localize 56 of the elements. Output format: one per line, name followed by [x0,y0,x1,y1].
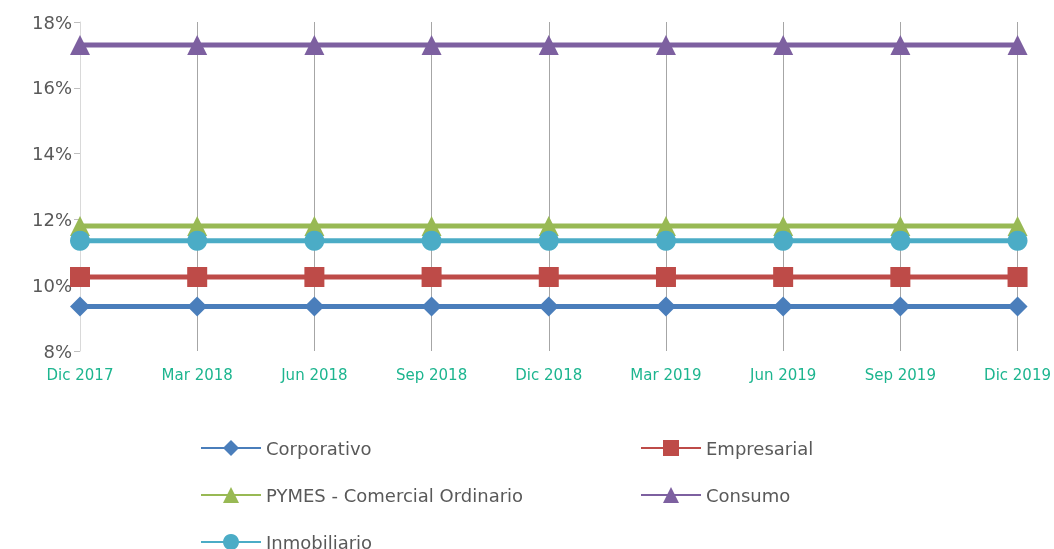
point [304,230,325,251]
point [1007,35,1028,56]
legend-label: PYMES - Comercial Ordinario [266,484,524,506]
point [538,230,559,251]
point [421,35,442,56]
legend-label: Consumo [706,484,791,506]
point [1007,296,1028,317]
point [304,296,325,317]
y-tick-label: 12% [31,208,72,230]
point [187,266,208,287]
x-tick-label: Jun 2018 [280,365,348,384]
point [1007,230,1028,251]
y-tick-label: 8% [43,340,72,362]
x-tick-label: Dic 2019 [984,365,1052,384]
point [70,296,90,317]
point [70,266,90,287]
x-tick-label: Dic 2018 [515,365,583,384]
point [304,35,325,56]
point [773,296,794,317]
x-tick-label: Mar 2018 [161,365,233,384]
point [655,296,676,317]
point [773,35,794,56]
point [890,296,911,317]
point [773,266,794,287]
x-tick-label: Mar 2019 [630,365,702,384]
point [187,230,208,251]
x-tick-label: Sep 2018 [395,365,468,384]
point [655,35,676,56]
legend-label: Inmobiliario [266,531,373,549]
point [421,266,442,287]
point [70,35,90,56]
y-tick-label: 18% [31,11,72,33]
point [538,266,559,287]
point [655,266,676,287]
point [773,230,794,251]
x-tick-label: Dic 2017 [46,365,114,384]
point [655,230,676,251]
point [890,35,911,56]
point [890,230,911,251]
point [187,35,208,56]
x-tick-label: Jun 2019 [748,365,817,384]
y-tick-label: 16% [31,77,72,99]
point [421,296,442,317]
point [70,230,90,251]
point [538,296,559,317]
point [304,266,325,287]
point [1007,266,1028,287]
point [421,230,442,251]
x-tick-label: Sep 2019 [864,365,936,384]
point [187,296,208,317]
y-tick-label: 10% [31,274,72,296]
point [890,266,911,287]
legend-label: Corporativo [266,437,372,459]
legend-label: Empresarial [706,437,814,459]
y-tick-label: 14% [31,143,72,165]
point [538,35,559,56]
